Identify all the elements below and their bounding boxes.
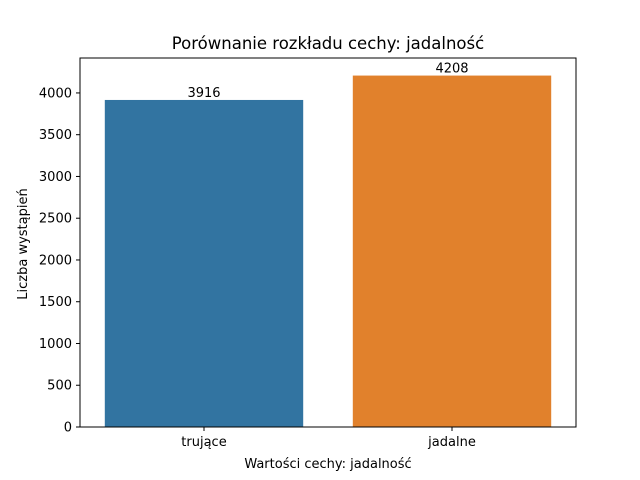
y-tick-label-2: 500 xyxy=(47,379,72,394)
data-label-1: 3916 xyxy=(187,86,220,101)
y-tick-label-9: 4000 xyxy=(39,86,72,101)
bar-2 xyxy=(352,75,552,428)
x-tick-label-2: jadalne xyxy=(427,435,476,450)
y-tick-label-4: 1500 xyxy=(39,295,72,310)
y-axis-label: Liczba wystąpień xyxy=(16,188,31,299)
y-tick-label-7: 3000 xyxy=(39,170,72,185)
bar-1 xyxy=(104,99,304,427)
x-tick-label-1: trujące xyxy=(181,435,226,450)
chart-title: Porównanie rozkładu cechy: jadalność xyxy=(172,34,484,53)
plot-frame xyxy=(79,57,577,428)
y-tick-label-6: 2500 xyxy=(39,212,72,227)
plot-area: 3916 trujące 4208 jadalne 0 500 1000 1500 2000 25… xyxy=(39,57,577,450)
y-tick-label-8: 3500 xyxy=(39,128,72,143)
x-axis-label: Wartości cechy: jadalność xyxy=(244,457,411,472)
data-label-2: 4208 xyxy=(435,62,468,77)
y-tick-label-5: 2000 xyxy=(39,253,72,268)
y-tick-label-3: 1000 xyxy=(39,337,72,352)
y-tick-label-1: 0 xyxy=(64,421,72,436)
